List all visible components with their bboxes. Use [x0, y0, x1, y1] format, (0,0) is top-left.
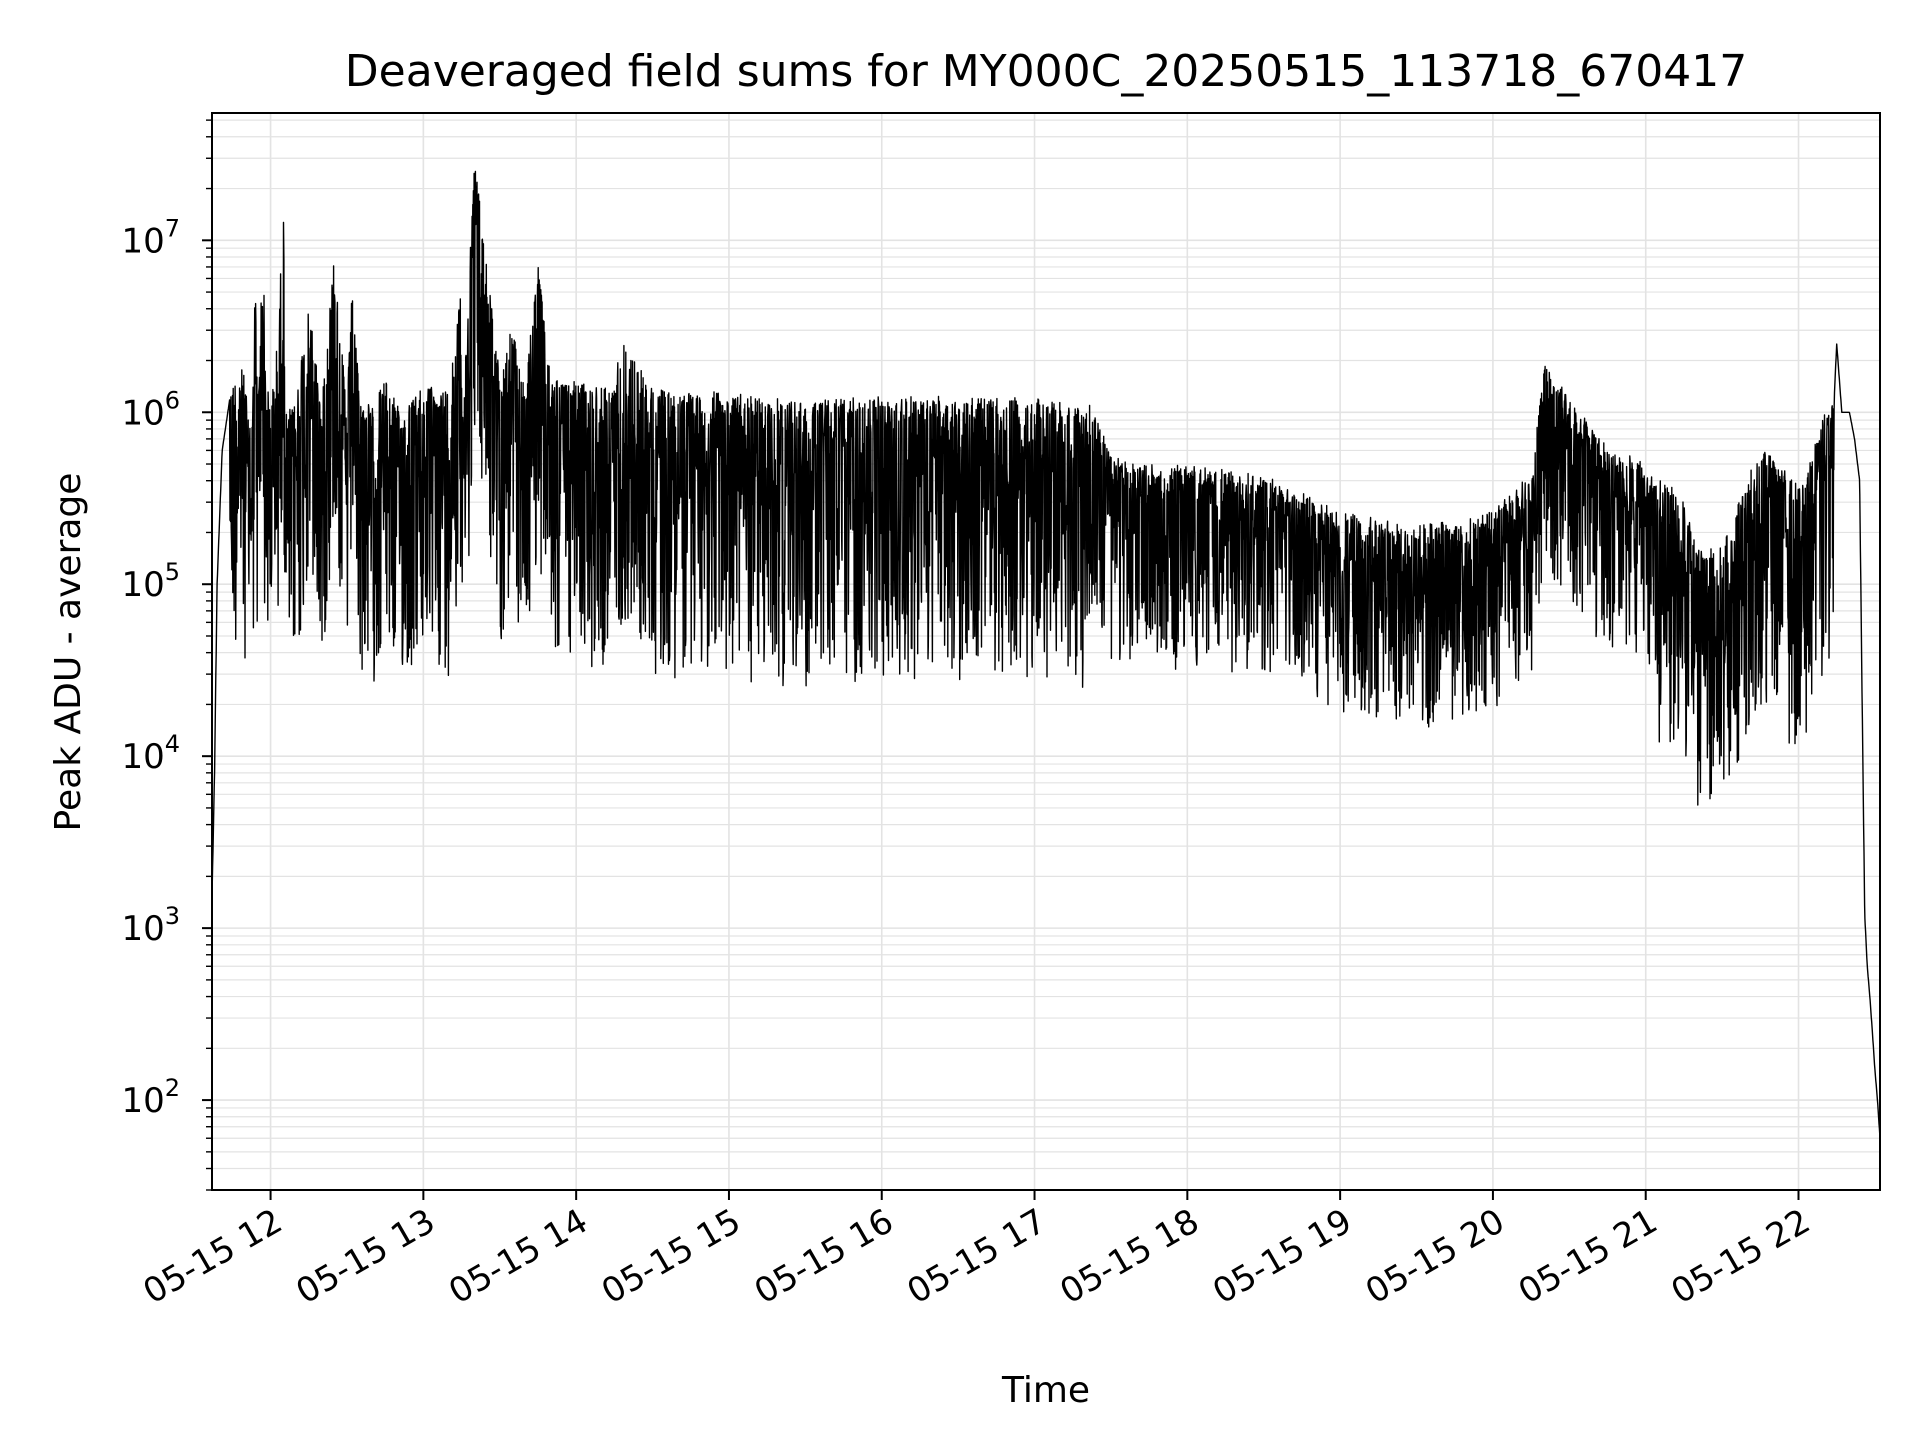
x-axis-title: Time [1001, 1370, 1090, 1411]
chart-title: Deaveraged field sums for MY000C_2025051… [345, 46, 1747, 97]
series-line [211, 170, 1881, 1139]
y-tick-label: 106 [121, 386, 180, 433]
plot-frame [211, 112, 1881, 1191]
data-layer [211, 170, 1881, 1139]
y-axis-title: Peak ADU - average [48, 473, 89, 832]
